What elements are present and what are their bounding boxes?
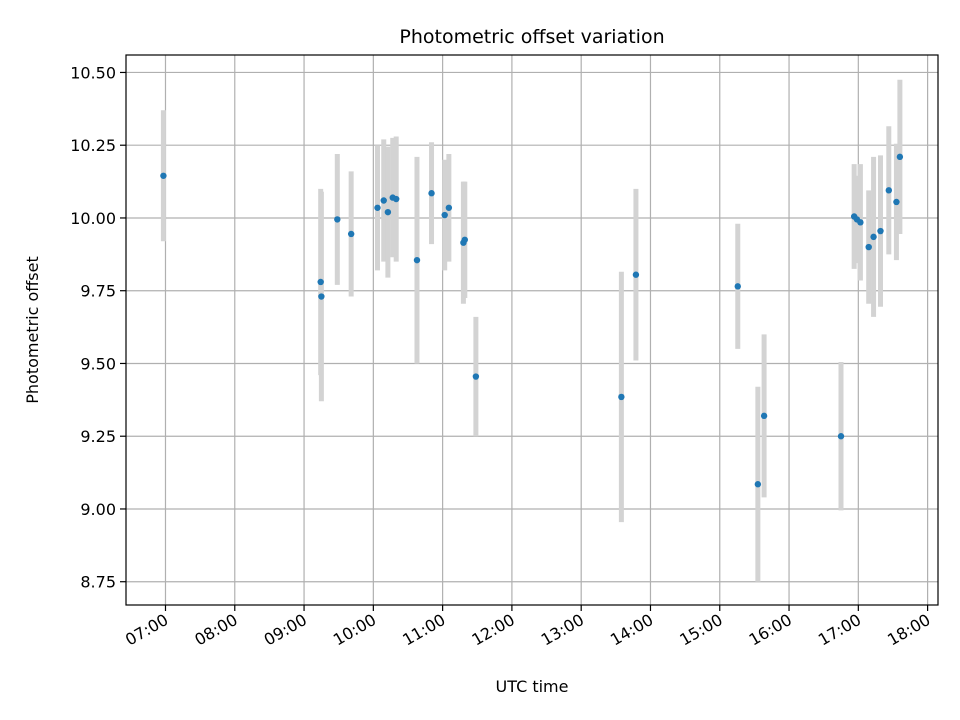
data-point	[413, 256, 421, 264]
y-tick-label: 9.25	[80, 427, 116, 446]
data-point	[885, 187, 893, 194]
grid	[126, 55, 938, 605]
data-point	[618, 393, 625, 401]
y-tick-label: 8.75	[80, 573, 116, 592]
data-points	[160, 153, 904, 488]
data-point	[760, 412, 768, 420]
y-tick-label: 9.00	[80, 500, 116, 519]
y-tick-label: 10.50	[70, 63, 116, 82]
data-point	[384, 208, 392, 216]
data-point	[428, 190, 435, 197]
data-point	[857, 219, 864, 226]
data-point	[380, 197, 387, 204]
data-point	[393, 195, 400, 203]
data-point	[893, 198, 900, 206]
data-point	[347, 230, 355, 238]
data-point	[318, 293, 325, 300]
y-axis-ticks: 8.75 9.00 9.25 9.50 9.75 10.00 10.25 10.50	[70, 63, 126, 592]
data-point	[317, 278, 324, 286]
data-point	[870, 233, 877, 241]
data-point	[461, 236, 468, 243]
data-point	[734, 283, 741, 290]
data-point	[374, 204, 381, 211]
x-axis-label: UTC time	[496, 677, 569, 696]
data-point	[754, 481, 762, 488]
data-point	[877, 227, 884, 235]
data-point	[160, 172, 167, 179]
chart-title: Photometric offset variation	[399, 26, 664, 48]
data-point	[865, 243, 872, 251]
data-point	[472, 373, 480, 380]
data-point	[632, 271, 640, 278]
y-tick-label: 10.00	[70, 209, 116, 228]
plot-frame	[125, 54, 939, 606]
data-point	[896, 153, 904, 161]
data-point	[334, 216, 341, 223]
y-axis-label: Photometric offset	[23, 256, 42, 404]
data-point	[441, 211, 448, 219]
data-point	[837, 433, 845, 440]
y-tick-label: 9.75	[80, 282, 116, 301]
y-tick-label: 10.25	[70, 136, 116, 155]
y-tick-label: 9.50	[80, 354, 116, 373]
data-point	[445, 204, 453, 211]
